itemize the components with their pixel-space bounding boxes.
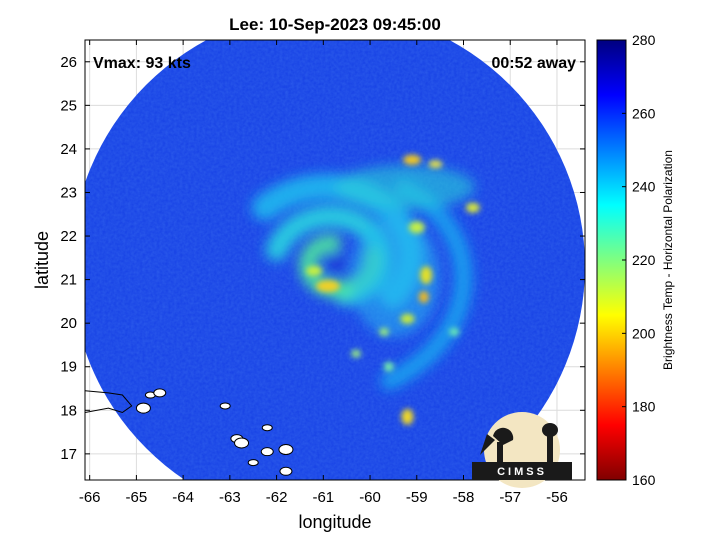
island-outline <box>278 444 294 456</box>
convective-cell <box>305 265 322 276</box>
coastline <box>85 390 133 414</box>
convective-cell <box>408 221 425 234</box>
colorbar-tick-label: 220 <box>632 252 656 268</box>
y-tick-label: 17 <box>60 446 77 463</box>
y-tick-label: 22 <box>60 228 77 245</box>
x-tick-label: -56 <box>546 489 568 506</box>
x-tick-label: -66 <box>79 489 101 506</box>
y-tick-label: 20 <box>60 315 77 332</box>
convective-cell <box>418 291 429 304</box>
colorbar-tick-label: 260 <box>632 105 656 121</box>
logo-tower-tank-icon <box>542 423 558 437</box>
island-outline <box>219 402 231 410</box>
y-tick-label: 18 <box>60 402 77 419</box>
x-tick-label: -57 <box>499 489 521 506</box>
convective-cell <box>401 408 414 425</box>
x-tick-label: -64 <box>172 489 194 506</box>
y-axis-ticks: 17 18 19 20 21 22 23 24 25 26 <box>60 54 585 463</box>
logo-tower-leg <box>547 436 553 462</box>
logo-text: CIMSS <box>497 466 547 478</box>
trailing-band <box>380 179 473 390</box>
colorbar-tick-label: 200 <box>632 325 656 341</box>
convective-cell <box>383 361 394 372</box>
east-band-glow <box>350 217 440 338</box>
x-tick-label: -58 <box>453 489 475 506</box>
y-tick-label: 21 <box>60 272 77 289</box>
island-outline <box>261 424 273 432</box>
island-outline <box>279 466 293 476</box>
x-tick-label: -65 <box>126 489 148 506</box>
x-tick-label: -60 <box>359 489 381 506</box>
convective-cell <box>403 154 422 165</box>
convective-cell <box>400 313 415 324</box>
convective-cells <box>305 154 480 425</box>
rain-bands <box>251 165 475 390</box>
brightness-swath <box>85 40 585 480</box>
logo-dish-icon <box>480 427 514 455</box>
colorbar-tick-label: 160 <box>632 472 656 488</box>
colorbar-label: Brightness Temp - Horizontal Polarizatio… <box>661 150 675 370</box>
convective-cell <box>379 327 390 336</box>
vmax-annotation: Vmax: 93 kts <box>93 55 191 72</box>
y-tick-label: 24 <box>60 141 77 158</box>
y-tick-label: 19 <box>60 359 77 376</box>
colorbar-tick-label: 280 <box>632 32 656 48</box>
x-tick-label: -59 <box>406 489 428 506</box>
convective-cell <box>428 160 443 169</box>
island-outlines <box>135 388 294 476</box>
logo-banner <box>472 462 572 480</box>
island-outline <box>153 388 167 398</box>
north-band-glow <box>335 165 475 210</box>
y-axis-label: latitude <box>32 231 52 289</box>
island-outline <box>234 437 250 449</box>
x-tick-label: -61 <box>312 489 334 506</box>
time-away-annotation: 00:52 away <box>491 55 576 72</box>
convective-cell <box>420 266 433 285</box>
y-tick-label: 26 <box>60 54 77 71</box>
colorbar <box>596 39 627 481</box>
axes-box <box>84 39 586 481</box>
colorbar-tick-label: 240 <box>632 179 656 195</box>
convective-cell <box>449 327 460 336</box>
storm-eye <box>326 253 346 274</box>
x-tick-label: -62 <box>266 489 288 506</box>
logo-dish-post <box>497 442 503 462</box>
y-tick-label: 23 <box>60 184 77 201</box>
x-axis-label: longitude <box>298 512 371 532</box>
convective-cell <box>351 349 362 358</box>
convective-cell <box>315 280 340 293</box>
island-outline <box>135 402 151 414</box>
colorbar-ticks: 160 180 200 220 240 260 280 <box>622 32 656 488</box>
colorbar-tick-label: 180 <box>632 399 656 415</box>
island-outline <box>260 447 274 457</box>
x-tick-label: -63 <box>219 489 241 506</box>
cimss-logo: CIMSS <box>472 412 572 488</box>
x-axis-ticks: -66 -65 -64 -63 -62 -61 -60 -59 -58 -57 -56 <box>79 40 568 506</box>
island-outline <box>247 459 259 467</box>
chart-title: Lee: 10-Sep-2023 09:45:00 <box>229 15 441 34</box>
y-tick-label: 25 <box>60 97 77 114</box>
convective-cell <box>465 202 480 213</box>
